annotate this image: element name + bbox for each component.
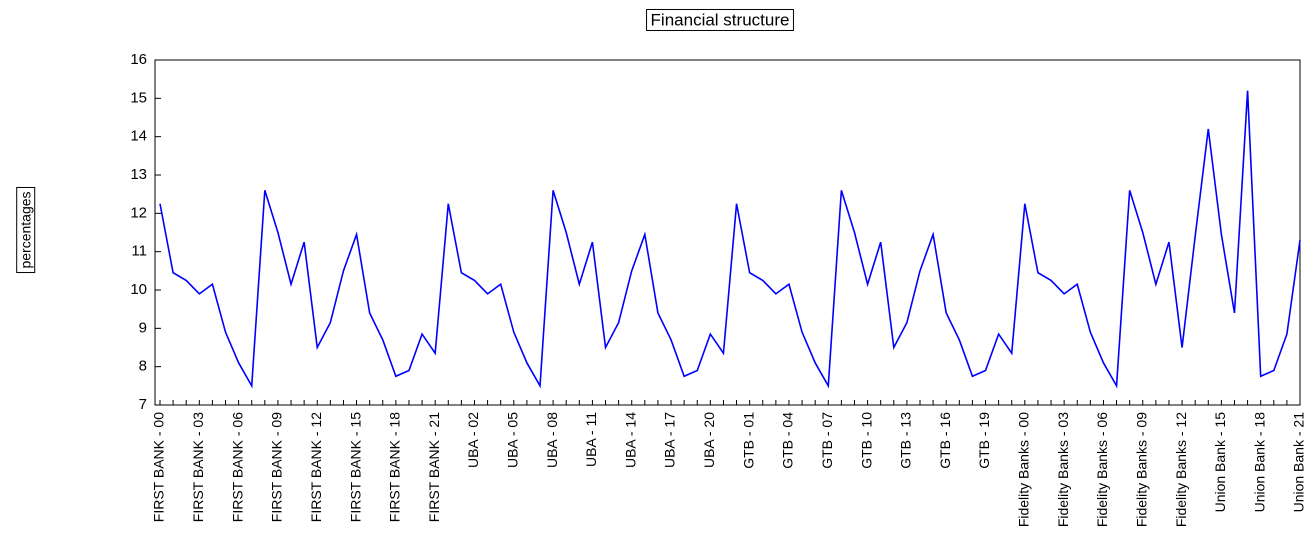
- data-line: [159, 90, 1301, 389]
- x-tick-label: Fidelity Banks - 03: [1055, 412, 1071, 527]
- x-tick-label: GTB - 10: [858, 412, 874, 469]
- x-tick-label: FIRST BANK - 03: [190, 412, 206, 522]
- x-tick-label: FIRST BANK - 18: [387, 412, 403, 522]
- y-tick-label: 15: [130, 89, 147, 106]
- x-tick-label: Fidelity Banks - 09: [1133, 412, 1149, 527]
- x-tick-label: Union Bank - 15: [1212, 412, 1228, 513]
- x-tick-label: FIRST BANK - 06: [229, 412, 245, 522]
- y-axis-label: percentages: [18, 191, 34, 268]
- y-tick-label: 8: [139, 358, 147, 375]
- x-tick-label: GTB - 16: [937, 412, 953, 469]
- y-tick-label: 10: [130, 281, 147, 298]
- x-tick-label: GTB - 04: [780, 412, 796, 469]
- x-tick-label: Union Bank - 21: [1291, 412, 1307, 513]
- x-tick-label: Fidelity Banks - 06: [1094, 412, 1110, 527]
- y-tick-label: 13: [130, 166, 147, 183]
- x-tick-label: FIRST BANK - 15: [347, 412, 363, 522]
- x-tick-label: UBA - 17: [662, 412, 678, 468]
- x-tick-label: GTB - 13: [898, 412, 914, 469]
- x-tick-label: GTB - 19: [976, 412, 992, 469]
- plot-frame: [154, 59, 1301, 406]
- y-tick-label: 7: [139, 396, 147, 413]
- x-tick-label: Union Bank - 18: [1251, 412, 1267, 513]
- x-tick-label: UBA - 02: [465, 412, 481, 468]
- x-tick-label: UBA - 20: [701, 412, 717, 468]
- x-tick-label: Fidelity Banks - 12: [1173, 412, 1189, 527]
- y-tick-label: 14: [130, 128, 147, 145]
- x-tick-label: FIRST BANK - 21: [426, 412, 442, 522]
- x-tick-label: UBA - 11: [583, 412, 599, 467]
- y-tick-label: 12: [130, 204, 147, 221]
- y-tick-label: 11: [131, 243, 147, 260]
- x-tick-label: GTB - 07: [819, 412, 835, 469]
- x-tick-label: GTB - 01: [740, 412, 756, 469]
- chart-title: Financial structure: [651, 10, 790, 29]
- y-tick-label: 16: [130, 51, 147, 68]
- x-tick-label: UBA - 05: [504, 412, 520, 468]
- x-tick-label: UBA - 14: [622, 412, 638, 468]
- x-tick-label: UBA - 08: [544, 412, 560, 468]
- label-box: [16, 186, 36, 274]
- y-tick-label: 9: [139, 319, 147, 336]
- label-box: [646, 8, 794, 31]
- x-tick-label: FIRST BANK - 12: [308, 412, 324, 522]
- x-tick-label: FIRST BANK - 00: [151, 412, 167, 522]
- x-tick-label: FIRST BANK - 09: [269, 412, 285, 522]
- x-tick-label: Fidelity Banks - 00: [1016, 412, 1032, 527]
